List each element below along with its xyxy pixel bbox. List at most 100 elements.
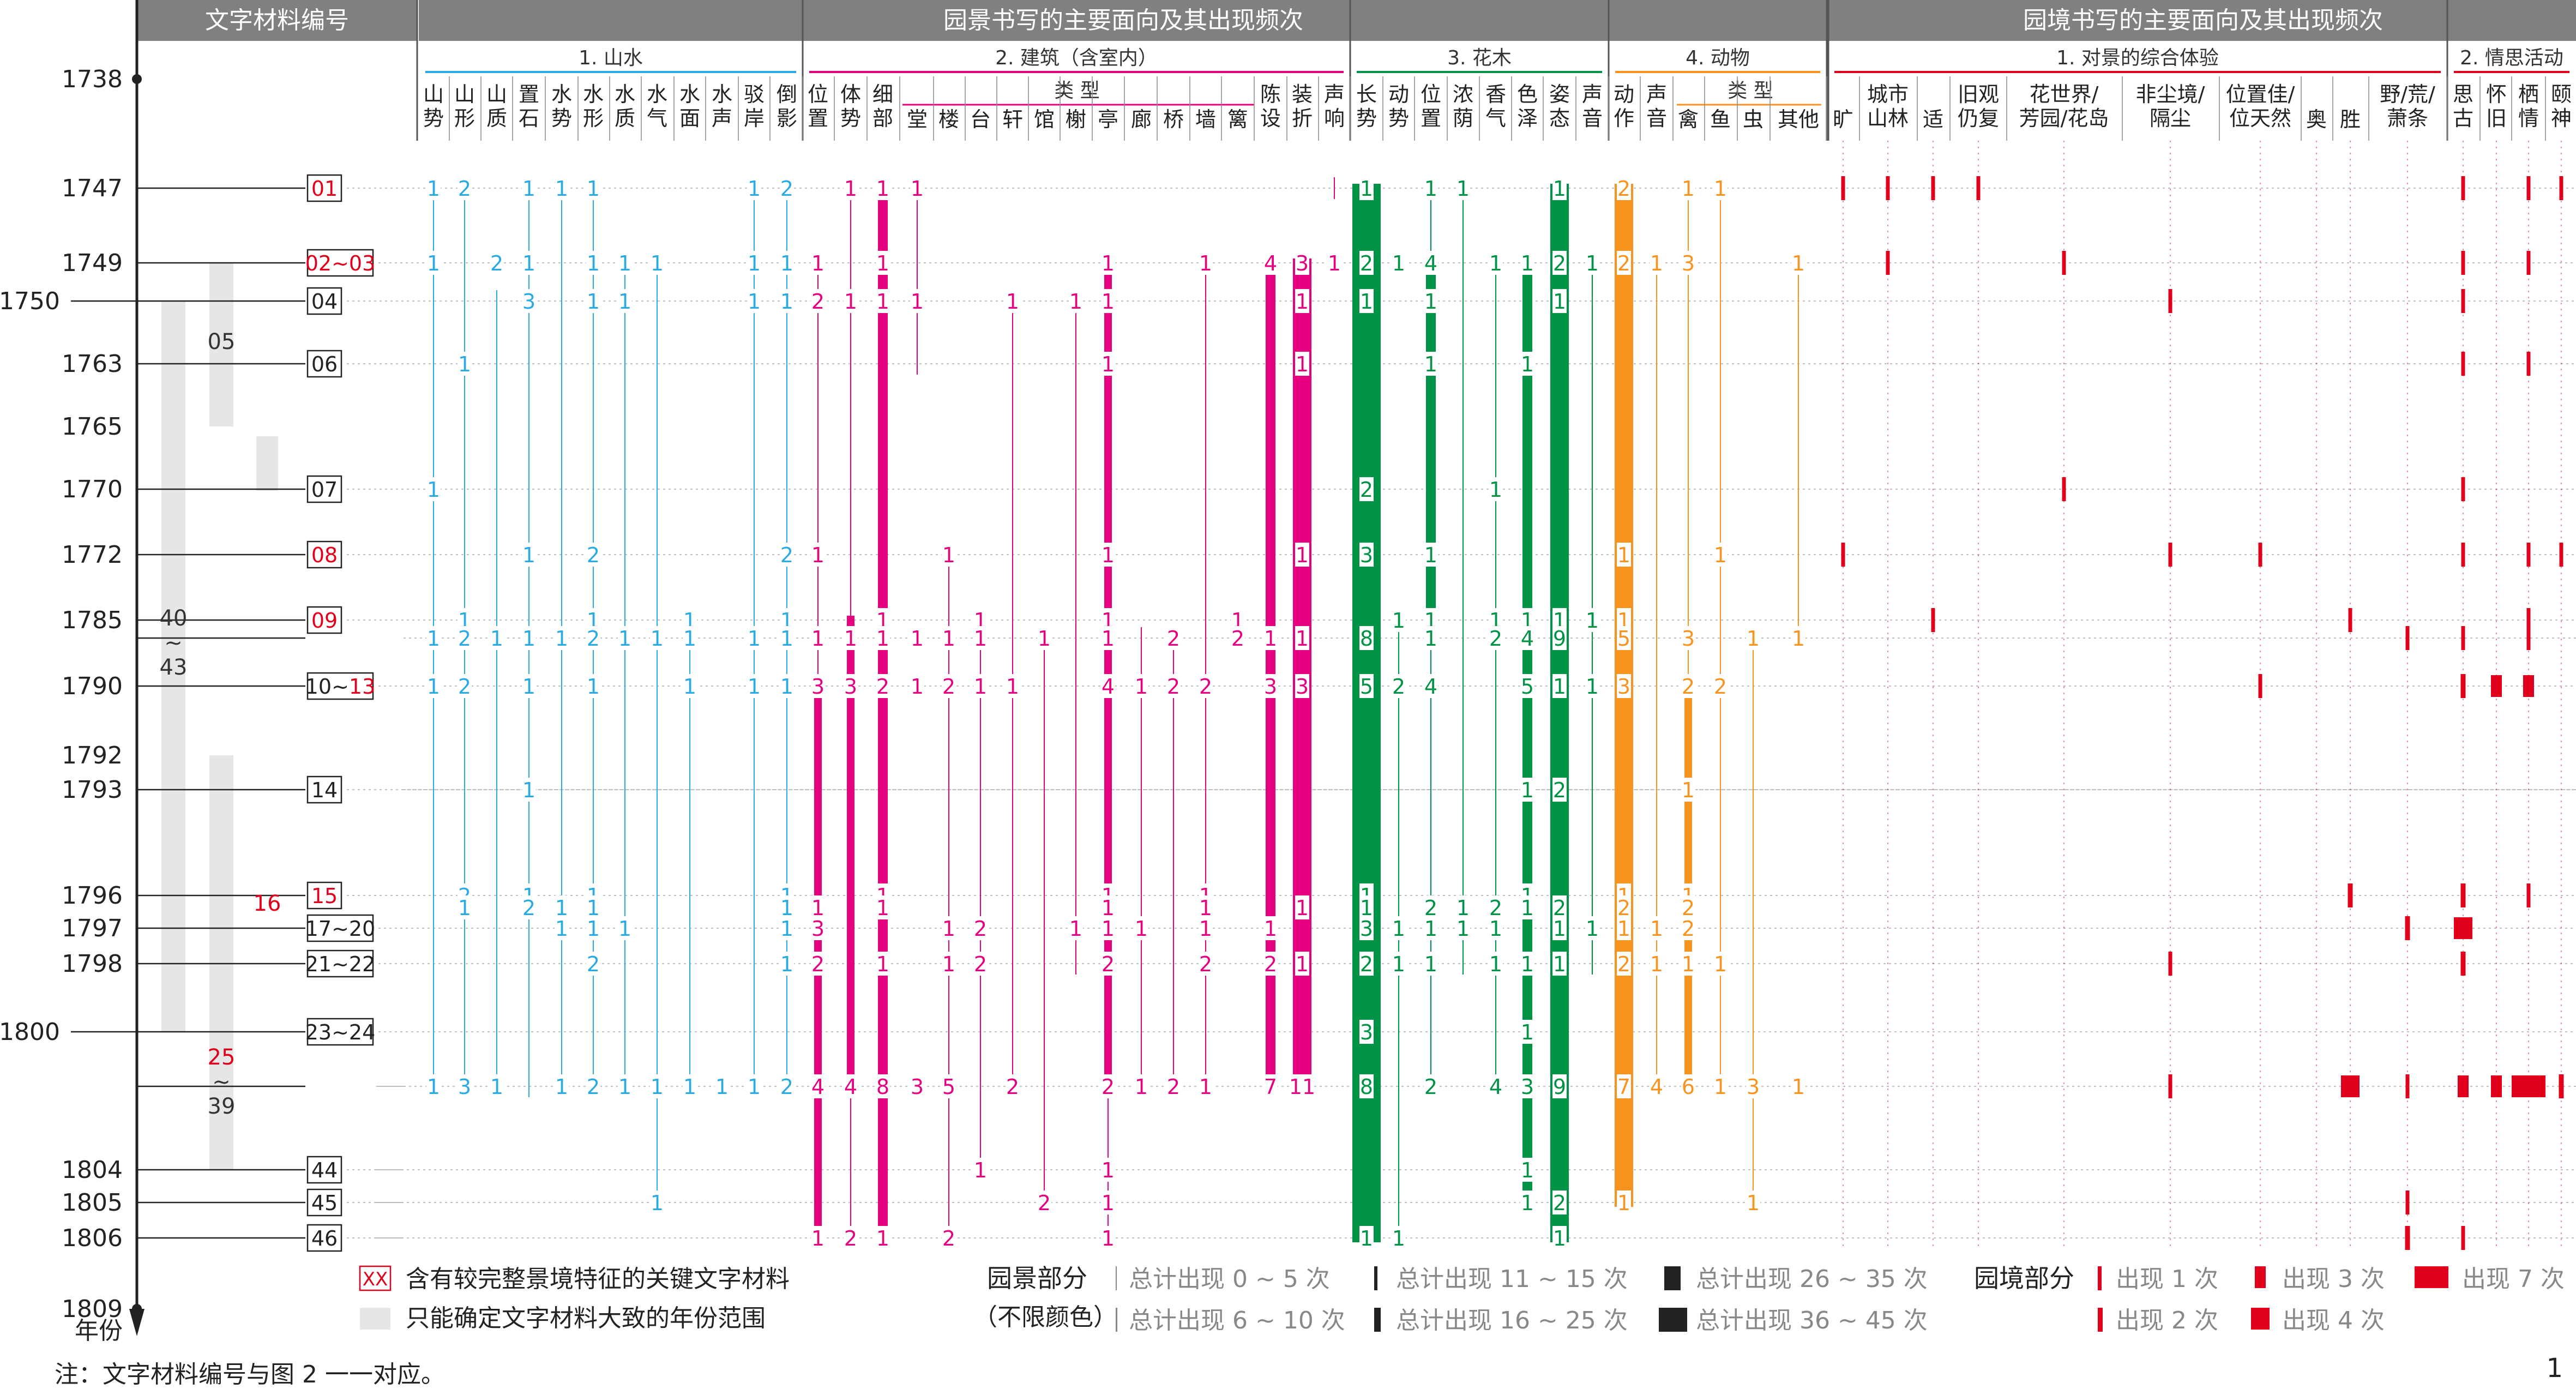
cell-bg-26	[876, 251, 890, 275]
cell-value-110: 1	[1038, 627, 1051, 651]
cell-bg-12	[1456, 176, 1470, 200]
column-label-12: 位	[808, 82, 828, 106]
year-label-13: 1797	[62, 915, 123, 942]
cell-bg-108	[942, 626, 956, 650]
column-label-33: 气	[1485, 106, 1506, 130]
cell-bg-234	[555, 1074, 569, 1098]
cell-bg-219	[1359, 952, 1374, 976]
cell-bg-64	[426, 477, 441, 501]
cell-bg-141	[1166, 674, 1181, 698]
legend-y1-swatch	[1116, 1266, 1117, 1290]
row-id-box-4	[306, 475, 342, 503]
row-id-label-8: 10~13	[305, 675, 376, 699]
cell-value-256: 4	[1489, 1075, 1502, 1099]
cell-bg-229	[1359, 1020, 1374, 1044]
column-label-11: 影	[777, 106, 797, 130]
cell-bg-280	[1359, 1226, 1374, 1250]
row-id-box-5	[306, 540, 342, 569]
column-label-51: 胜	[2340, 107, 2361, 131]
cell-value-71: 1	[942, 543, 955, 567]
jing-mark-4	[2461, 176, 2465, 200]
cell-bg-71	[942, 543, 956, 567]
column-label-34: 泽	[1517, 106, 1538, 130]
cell-value-180: 2	[1424, 896, 1437, 920]
cell-value-48: 2	[811, 290, 824, 314]
jing-mark-17	[1841, 543, 1845, 567]
cell-bg-24	[780, 251, 794, 275]
cell-value-112: 2	[1167, 627, 1180, 651]
cell-bg-264	[1791, 1074, 1805, 1098]
column-label-16: 楼	[938, 107, 959, 131]
legend-yuan-sub: （不限颜色）	[973, 1303, 1117, 1331]
cell-bg-150	[1585, 674, 1599, 698]
cell-bg-109	[973, 626, 988, 650]
cell-value-232: 3	[458, 1075, 471, 1099]
row-id-label-6: 09	[311, 609, 338, 633]
year-label-16: 1804	[62, 1156, 123, 1184]
cell-value-7: 1	[844, 177, 857, 201]
cell-bg-51	[910, 289, 924, 313]
cell-bg-192	[942, 916, 956, 940]
cell-bg-201	[1424, 916, 1438, 940]
cell-value-226: 1	[1650, 952, 1663, 976]
cell-bg-23	[747, 251, 761, 275]
row-id-box-16	[306, 1188, 342, 1217]
cell-bg-207	[1650, 916, 1664, 940]
cell-value-224: 1	[1553, 952, 1566, 976]
cell-value-144: 3	[1296, 675, 1309, 699]
year-dot-0	[132, 74, 142, 84]
cell-value-197: 1	[1199, 917, 1212, 941]
column-label-32: 浓	[1453, 82, 1473, 106]
column-label-0: 势	[423, 106, 444, 130]
cell-bg-18	[490, 251, 504, 275]
cell-bg-212	[876, 952, 890, 976]
jing-mark-30	[2460, 674, 2466, 698]
cell-value-259: 7	[1617, 1075, 1630, 1099]
cell-value-228: 1	[1714, 952, 1727, 976]
cell-value-150: 1	[1586, 675, 1599, 699]
column-label-38: 音	[1646, 106, 1667, 130]
column-label-37: 作	[1614, 106, 1634, 130]
cell-bg-136	[942, 674, 956, 698]
cell-value-28: 1	[1199, 251, 1212, 275]
cell-value-260: 4	[1650, 1075, 1663, 1099]
cell-bg-10	[1359, 176, 1374, 200]
legend-j2-swatch	[2098, 1308, 2103, 1332]
cell-value-54: 1	[1102, 290, 1115, 314]
cell-bg-60	[1101, 352, 1115, 376]
cell-value-149: 1	[1553, 675, 1566, 699]
cell-bg-11	[1424, 176, 1438, 200]
cell-value-33: 1	[1392, 251, 1405, 275]
cell-bg-103	[780, 626, 794, 650]
cell-bg-142	[1199, 674, 1213, 698]
cell-value-220: 1	[1392, 952, 1405, 976]
cell-value-176: 1	[1102, 896, 1115, 920]
cell-value-263: 3	[1747, 1075, 1760, 1099]
cell-bg-148	[1520, 674, 1534, 698]
cell-value-5: 1	[748, 177, 761, 201]
cell-bg-214	[973, 952, 988, 976]
cell-bg-129	[683, 674, 697, 698]
cell-bg-57	[1424, 289, 1438, 313]
cell-bg-59	[458, 352, 472, 376]
cell-bg-95	[490, 626, 504, 650]
cell-value-221: 1	[1424, 952, 1437, 976]
range-bar-2	[256, 436, 278, 491]
cell-bg-48	[811, 289, 825, 313]
cell-value-108: 1	[942, 627, 955, 651]
cell-value-157: 1	[1682, 778, 1695, 802]
year-dot-19	[132, 1304, 142, 1314]
cell-bg-220	[1392, 952, 1406, 976]
cell-bg-146	[1392, 674, 1406, 698]
column-label-12: 置	[808, 106, 828, 130]
column-label-53: 思	[2453, 82, 2473, 106]
column-label-14: 部	[872, 106, 893, 130]
cell-value-3: 1	[555, 177, 568, 201]
jing-mark-19	[2258, 543, 2262, 567]
range-bar-0	[209, 263, 233, 426]
cell-value-0: 1	[427, 177, 440, 201]
column-label-24: 墙	[1195, 107, 1216, 131]
cell-bg-151	[1617, 674, 1631, 698]
cell-value-278: 2	[942, 1226, 955, 1250]
cell-bg-256	[1489, 1074, 1503, 1098]
